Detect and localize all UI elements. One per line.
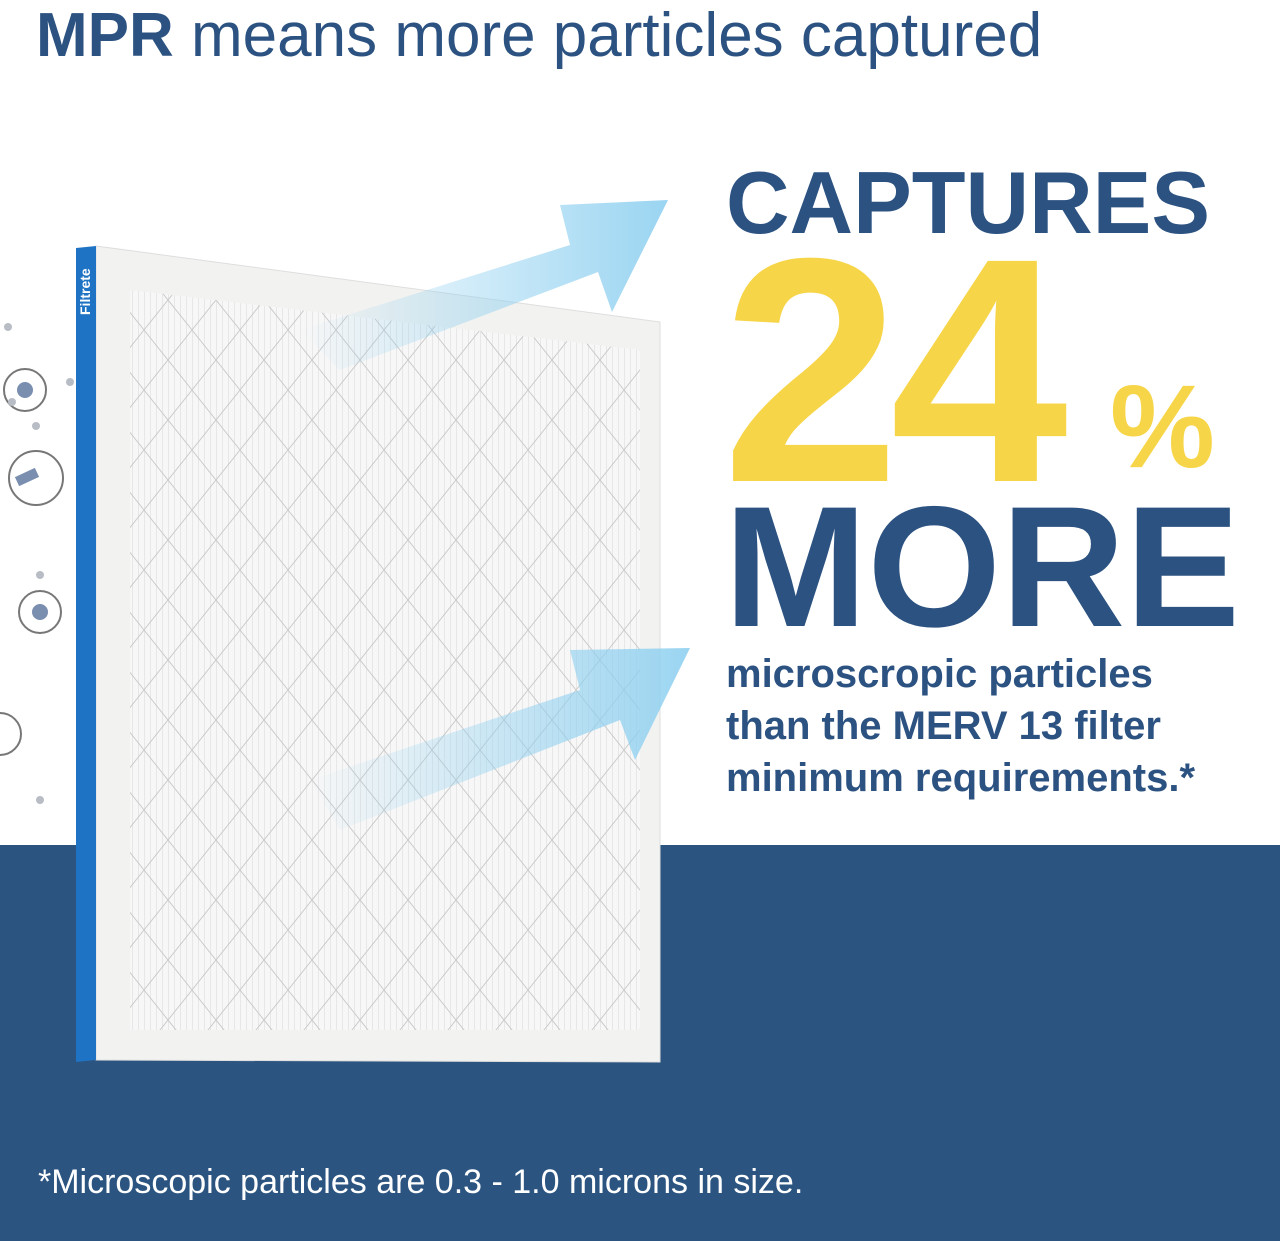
detail-line: than the MERV 13 filter: [726, 704, 1161, 748]
particles-icon: [0, 712, 22, 756]
gear-icon: [18, 590, 62, 634]
detail-line: microscropic particles: [726, 652, 1153, 696]
airflow-arrow: [310, 648, 690, 830]
spray-icon: [8, 450, 64, 506]
brand-logo: Filtrete: [77, 268, 93, 315]
detail-line: minimum requirements.*: [726, 756, 1196, 800]
claim-percent: %: [1110, 361, 1215, 493]
page-title: MPR means more particles captured: [36, 0, 1042, 72]
claim-captures: CAPTURES: [726, 153, 1211, 252]
gear-icon: [3, 368, 47, 412]
title-rest: means more particles captured: [173, 1, 1043, 70]
filter-edge: [76, 246, 96, 1062]
footnote: *Microscopic particles are 0.3 - 1.0 mic…: [38, 1163, 804, 1201]
title-bold: MPR: [36, 1, 174, 70]
airflow-arrow: [300, 200, 668, 370]
claim-details: microscropic particles than the MERV 13 …: [726, 648, 1195, 804]
claim-more: MORE: [724, 471, 1240, 663]
particle-dots: [4, 323, 74, 804]
claim-number: 24: [722, 191, 1068, 549]
filter-mesh: [130, 290, 640, 1030]
